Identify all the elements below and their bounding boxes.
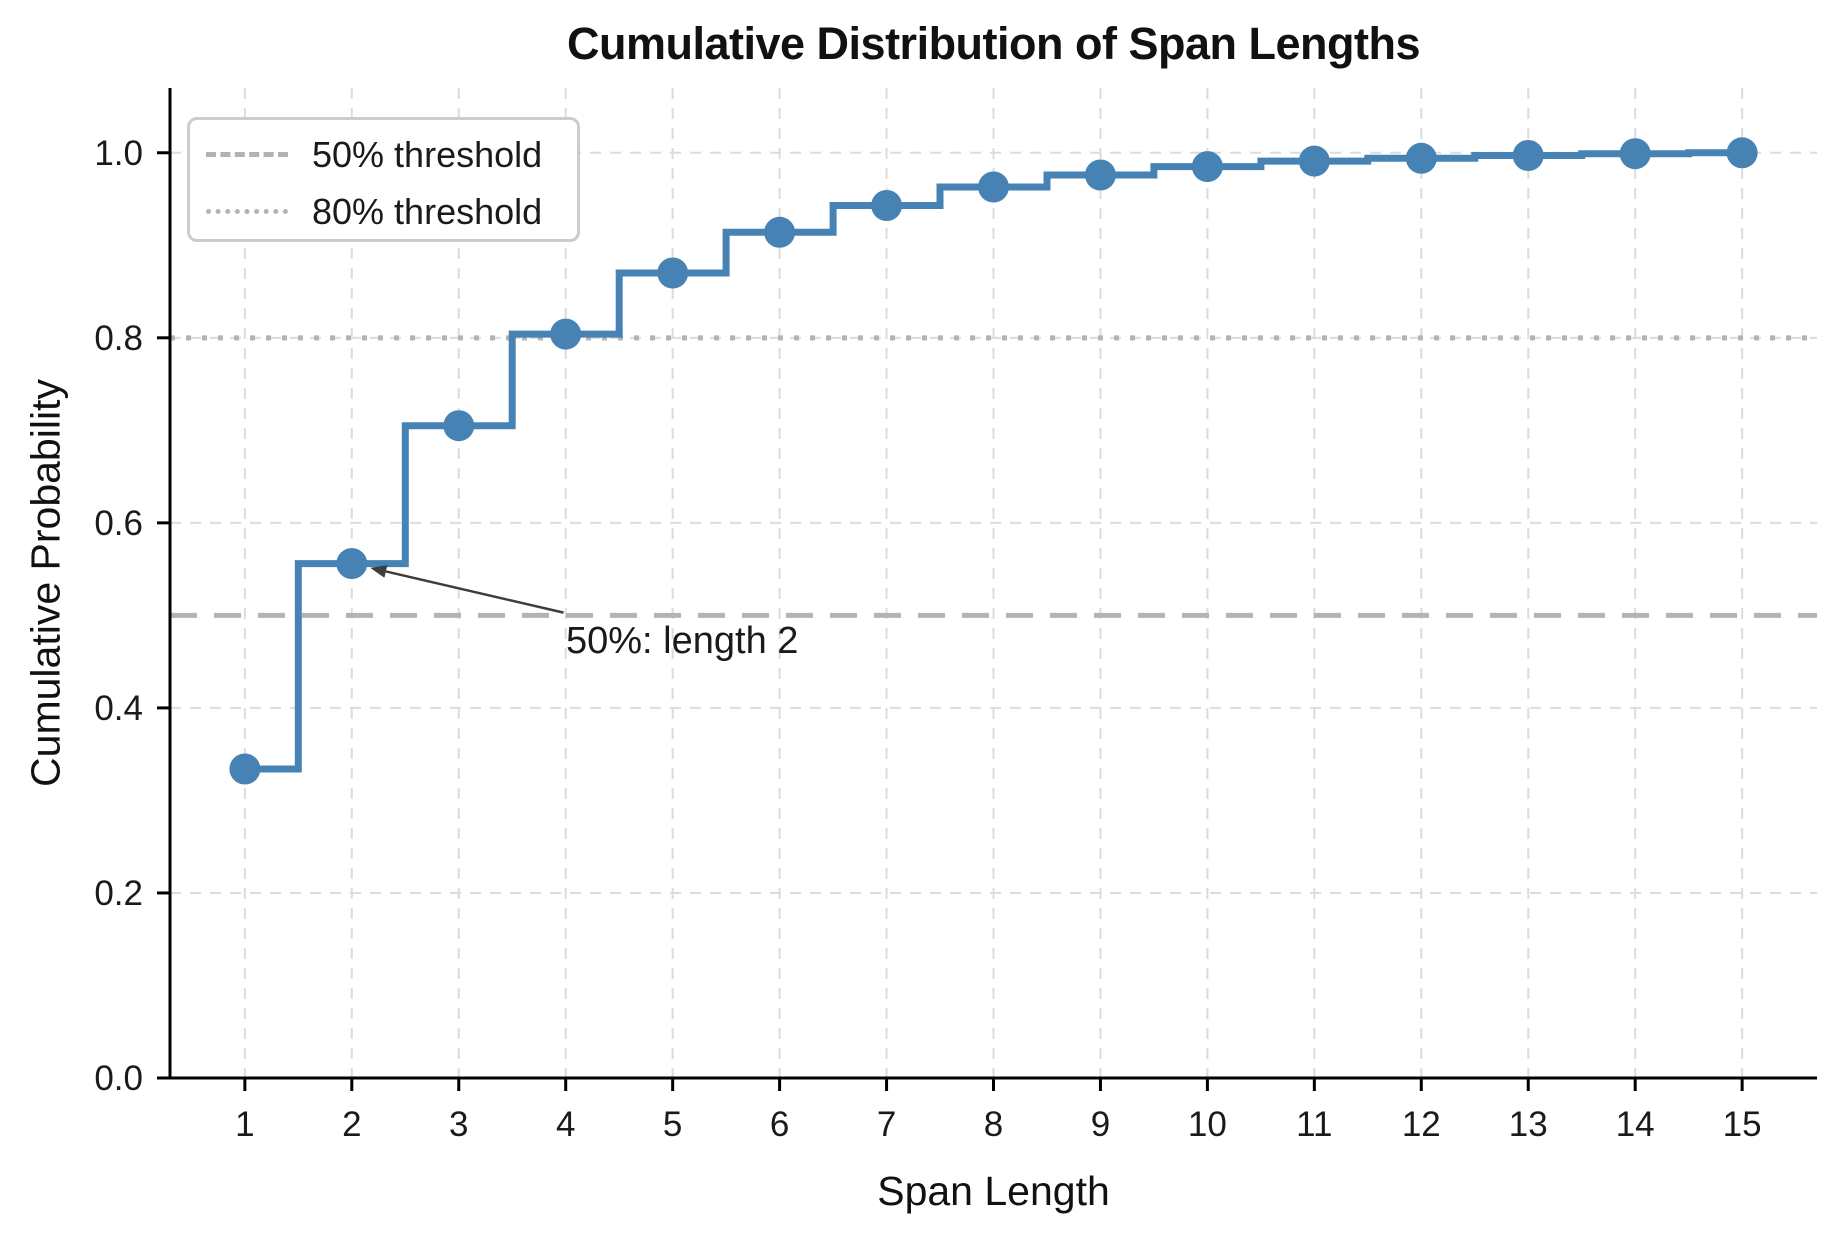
- data-point-marker: [1619, 138, 1651, 170]
- dashed-line-swatch-icon: [206, 152, 288, 157]
- data-point-marker: [229, 753, 261, 785]
- y-tick-label: 0.4: [94, 689, 143, 728]
- x-tick-label: 6: [770, 1105, 789, 1144]
- annotation-arrow-head: [370, 565, 388, 578]
- legend-item-50-threshold: 50% threshold: [206, 126, 577, 183]
- dotted-line-swatch-icon: [206, 209, 288, 214]
- x-tick-label: 15: [1723, 1105, 1762, 1144]
- data-point-marker: [1726, 137, 1758, 169]
- x-tick-label: 9: [1091, 1105, 1110, 1144]
- x-axis-label: Span Length: [877, 1168, 1110, 1214]
- data-point-marker: [1405, 142, 1437, 174]
- y-tick-label: 0.6: [94, 504, 143, 543]
- data-point-marker: [336, 548, 368, 580]
- data-point-marker: [871, 190, 903, 221]
- y-tick-label: 0.0: [94, 1059, 143, 1098]
- annotation-label: 50%: length 2: [566, 620, 799, 662]
- x-tick-label: 5: [663, 1105, 682, 1144]
- x-tick-label: 14: [1616, 1105, 1655, 1144]
- chart-title: Cumulative Distribution of Span Lengths: [566, 18, 1421, 69]
- legend-item-label: 80% threshold: [312, 190, 543, 232]
- data-point-marker: [550, 318, 582, 350]
- data-point-marker: [443, 410, 475, 442]
- x-tick-label: 13: [1509, 1105, 1548, 1144]
- x-tick-label: 10: [1188, 1105, 1227, 1144]
- data-point-marker: [1084, 159, 1116, 191]
- legend-item-label: 50% threshold: [312, 133, 543, 175]
- y-tick-label: 0.8: [94, 319, 143, 358]
- x-tick-label: 7: [877, 1105, 896, 1144]
- legend: 50% threshold 80% threshold: [187, 117, 580, 242]
- x-tick-label: 4: [556, 1105, 575, 1144]
- x-tick-label: 11: [1296, 1105, 1332, 1144]
- annotation-arrow-line: [385, 570, 564, 614]
- data-point-marker: [764, 216, 796, 248]
- data-point-marker: [1298, 145, 1330, 177]
- x-tick-label: 8: [984, 1105, 1003, 1144]
- x-tick-label: 3: [449, 1105, 468, 1144]
- y-tick-label: 1.0: [94, 134, 143, 173]
- legend-item-80-threshold: 80% threshold: [206, 183, 577, 240]
- data-point-marker: [657, 257, 689, 289]
- data-point-marker: [1512, 140, 1544, 171]
- y-axis-label: Cumulative Probability: [22, 379, 69, 787]
- x-tick-label: 12: [1402, 1105, 1441, 1144]
- data-point-marker: [978, 171, 1009, 203]
- x-tick-label: 2: [342, 1105, 361, 1144]
- data-point-marker: [1191, 151, 1223, 183]
- y-tick-label: 0.2: [94, 874, 143, 913]
- x-tick-label: 1: [235, 1105, 254, 1144]
